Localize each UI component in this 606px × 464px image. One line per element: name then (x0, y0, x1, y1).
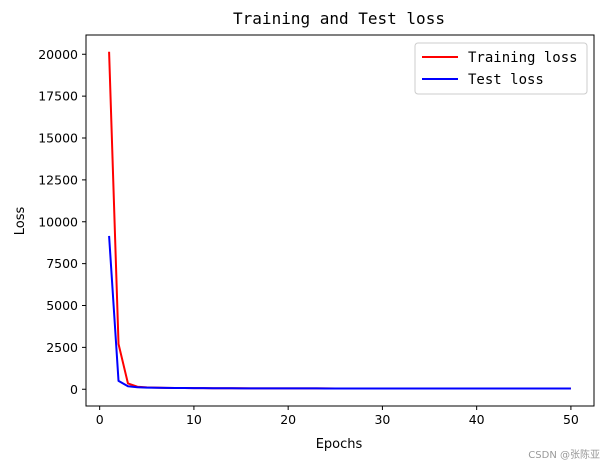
y-tick-label: 12500 (38, 172, 78, 187)
watermark: CSDN @张陈亚 (528, 448, 600, 461)
x-tick-label: 40 (469, 412, 485, 427)
series-line-training-loss (108, 51, 571, 390)
y-tick-label: 0 (70, 382, 78, 397)
x-axis-label: Epochs (316, 437, 363, 452)
legend: Training loss Test loss (414, 42, 588, 95)
y-tick-label: 2500 (46, 340, 78, 355)
y-axis-ticks: 0 2500 5000 7500 10000 12500 15000 17500 20000 (38, 47, 86, 397)
series-line-test-loss (108, 235, 571, 390)
x-axis-ticks: 0 10 20 30 40 50 (96, 406, 579, 427)
plot-frame (85, 34, 595, 407)
y-tick-label: 5000 (46, 298, 78, 313)
y-tick-label: 7500 (46, 256, 78, 271)
x-tick-label: 0 (96, 412, 104, 427)
legend-frame (414, 42, 588, 95)
x-tick-label: 20 (280, 412, 296, 427)
plot-area: 0 10 20 30 40 50 0 2500 5000 7500 10000 12500 15000… (38, 34, 595, 427)
x-tick-label: 10 (186, 412, 202, 427)
y-tick-label: 10000 (38, 214, 78, 229)
legend-label-training-loss: Training loss (468, 50, 578, 66)
legend-label-test-loss: Test loss (468, 72, 544, 88)
x-tick-label: 30 (374, 412, 390, 427)
y-tick-label: 20000 (38, 47, 78, 62)
y-axis-label: Loss (13, 207, 28, 236)
y-tick-label: 15000 (38, 131, 78, 146)
series-lines (108, 51, 571, 390)
y-tick-label: 17500 (38, 89, 78, 104)
x-tick-label: 50 (563, 412, 579, 427)
chart-title: Training and Test loss (233, 9, 445, 28)
